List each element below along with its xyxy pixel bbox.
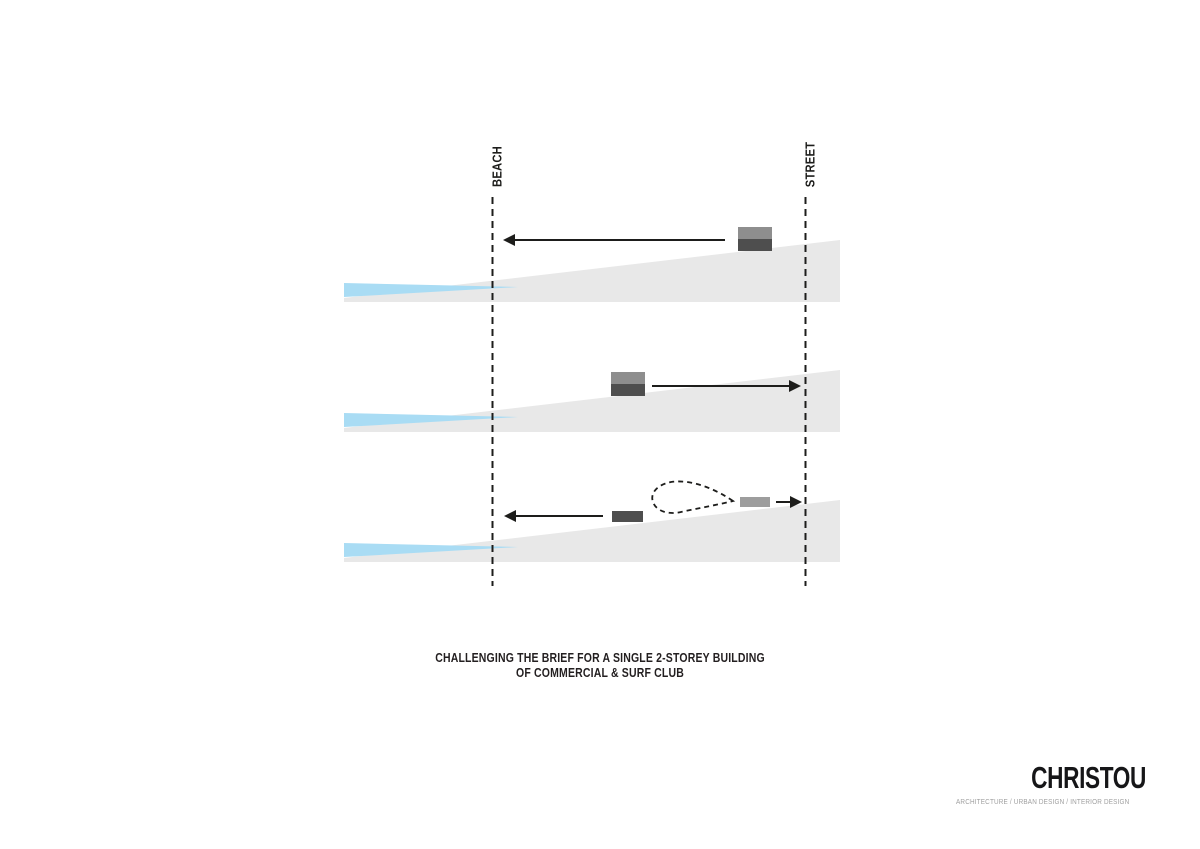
brand-block: CHRISTOU ARCHITECTURE / URBAN DESIGN / I…	[956, 760, 1146, 807]
caption-line-1: CHALLENGING THE BRIEF FOR A SINGLE 2-STO…	[435, 651, 765, 665]
caption: CHALLENGING THE BRIEF FOR A SINGLE 2-STO…	[96, 651, 1104, 680]
section-1-annotations	[503, 227, 772, 251]
building-block-upper	[611, 372, 645, 384]
water-shape	[344, 543, 518, 557]
building-block-dark	[612, 511, 643, 522]
building-block-light	[740, 497, 770, 507]
section-2-terrain	[344, 370, 840, 432]
section-1-terrain	[344, 240, 840, 302]
brand-tagline: ARCHITECTURE / URBAN DESIGN / INTERIOR D…	[956, 797, 1130, 806]
section-3-terrain	[344, 500, 840, 562]
brand-logo: CHRISTOU	[1031, 760, 1146, 795]
water-shape	[344, 413, 518, 427]
arrow-to-beach-head-icon	[504, 510, 516, 522]
section-3-annotations	[504, 480, 802, 522]
dashed-bubble-outline	[651, 480, 736, 514]
arrow-to-street-head-icon	[790, 496, 802, 508]
section-2-annotations	[611, 372, 801, 396]
water-shape	[344, 283, 518, 297]
street-label: STREET	[803, 141, 817, 188]
building-block-lower	[611, 384, 645, 396]
caption-line-2: OF COMMERCIAL & SURF CLUB	[516, 665, 684, 680]
building-block-lower	[738, 239, 772, 251]
arrow-to-street-head-icon	[789, 380, 801, 392]
beach-label: BEACH	[490, 146, 504, 187]
building-block-upper	[738, 227, 772, 239]
arrow-to-beach-head-icon	[503, 234, 515, 246]
